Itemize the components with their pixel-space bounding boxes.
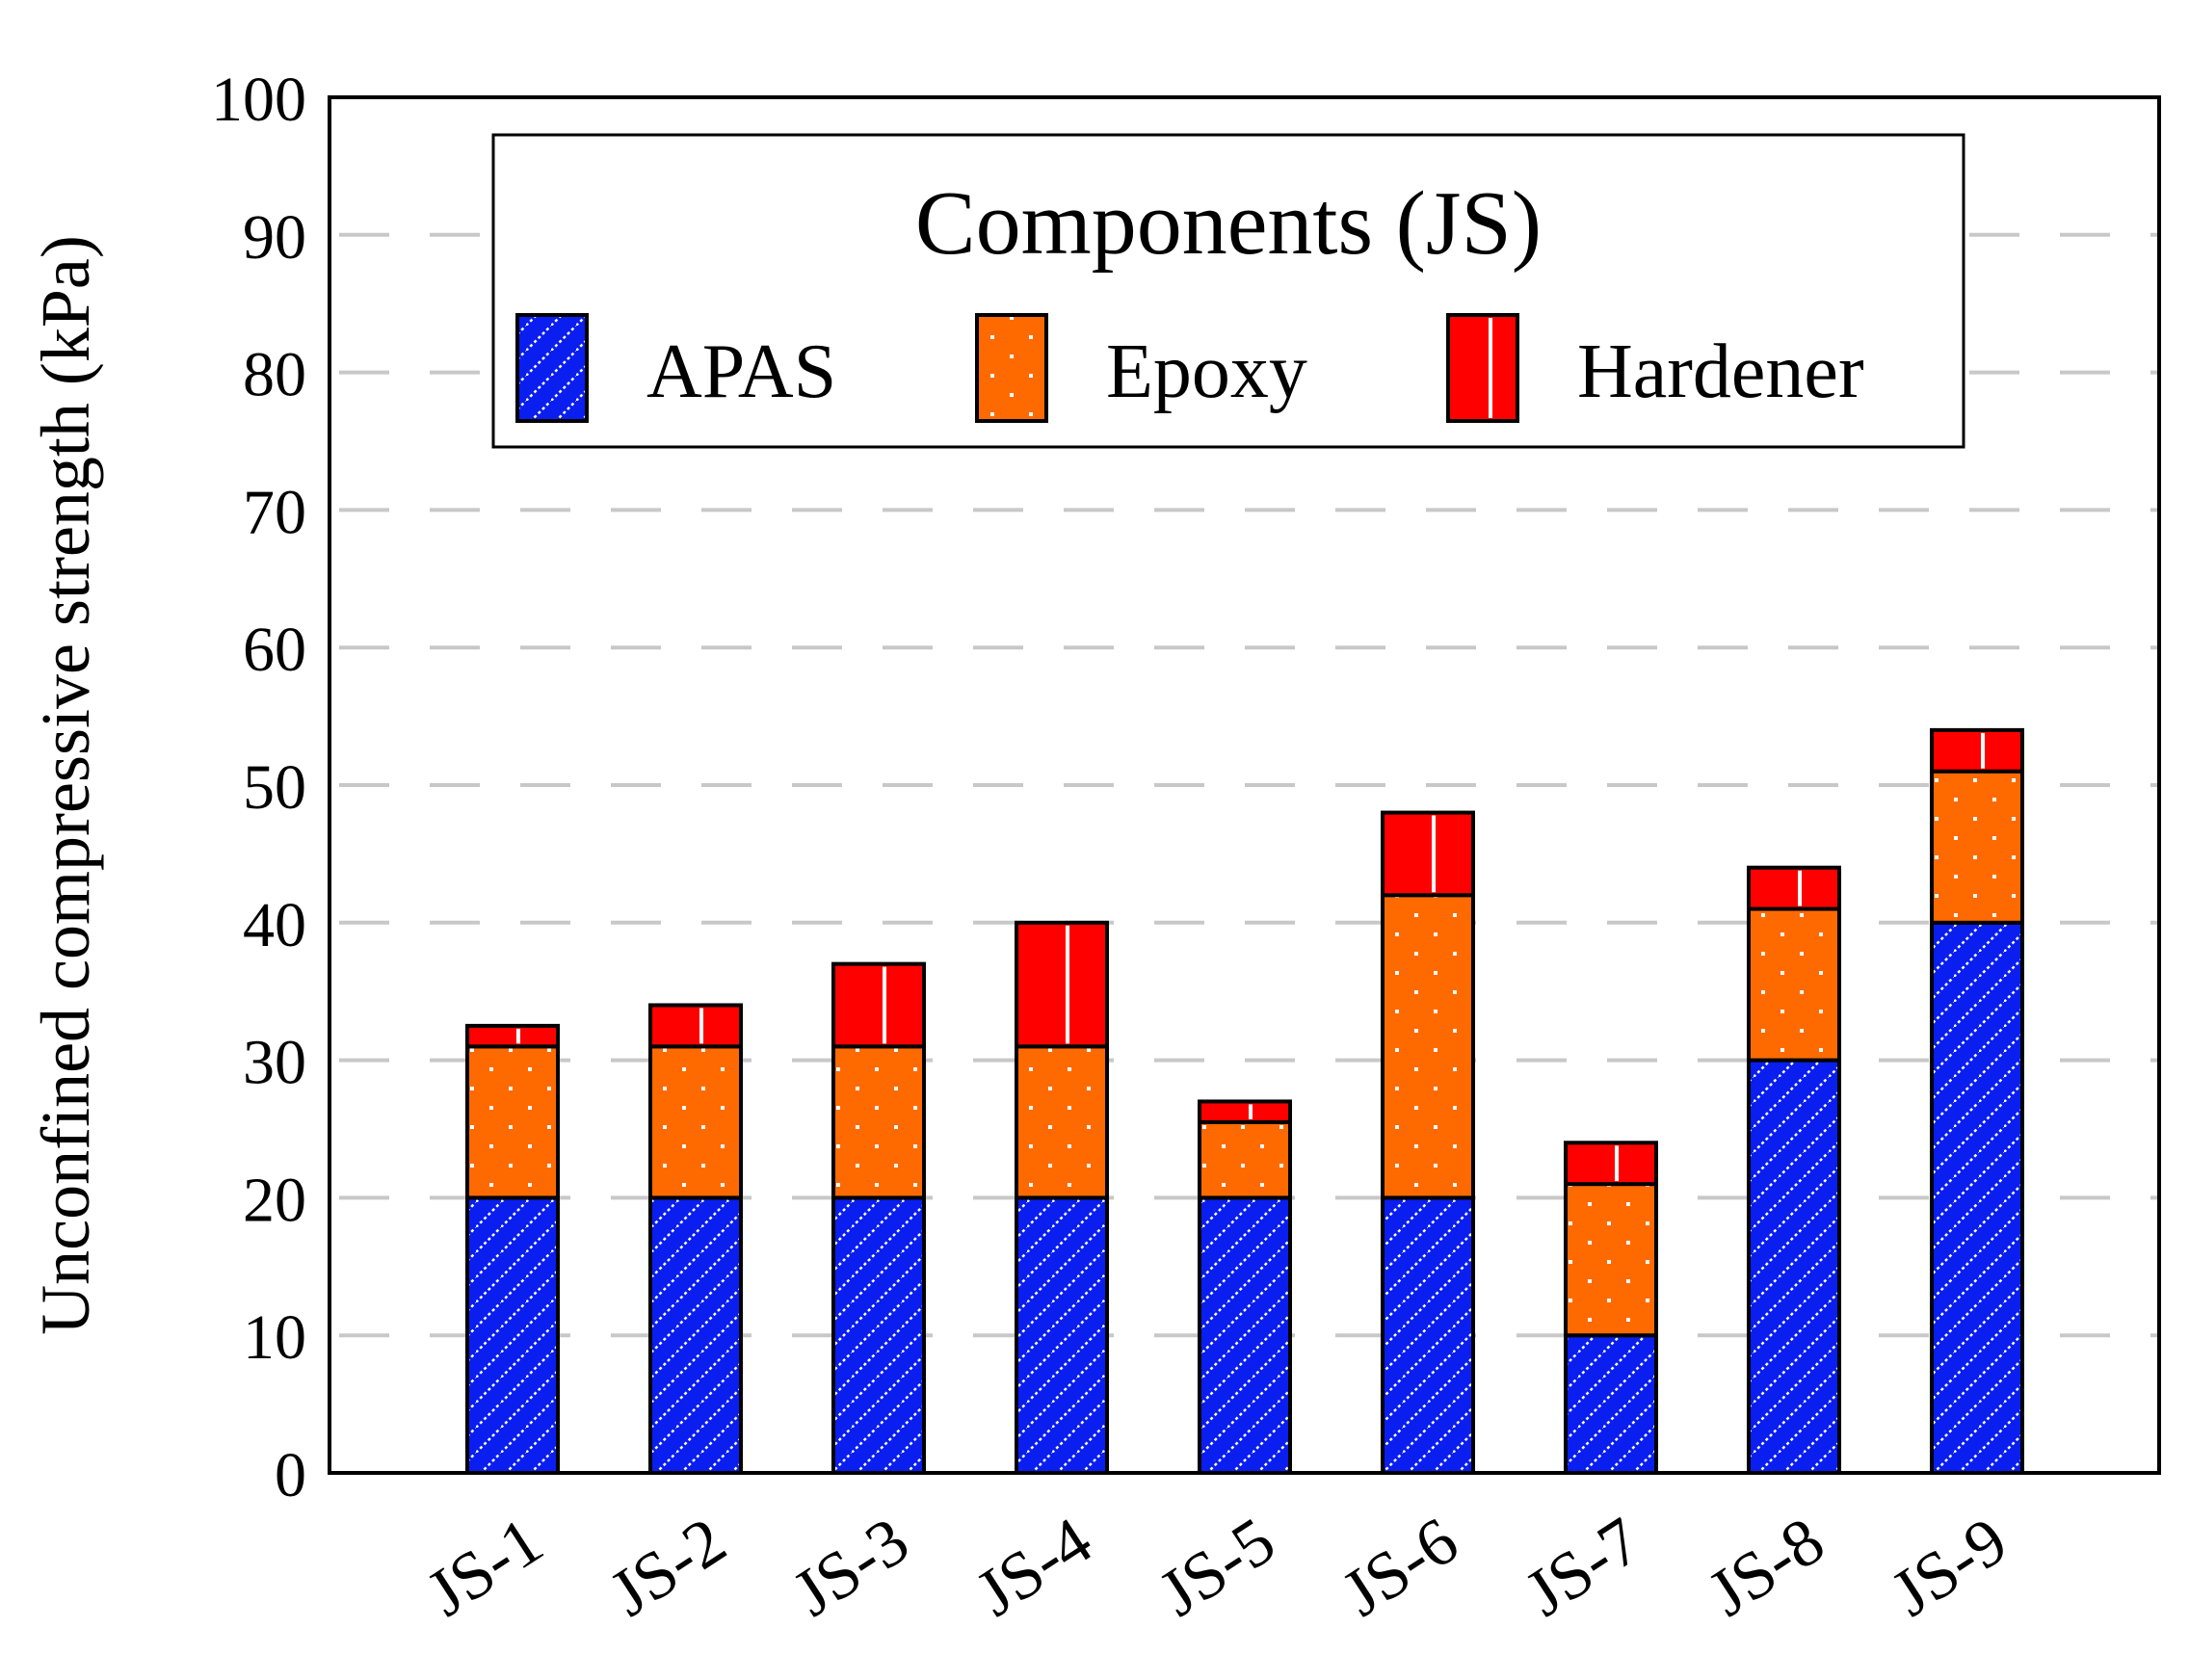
- x-tick-label-js-9: JS-9: [1879, 1504, 2019, 1631]
- bar-js-2-epoxy: [648, 1044, 743, 1200]
- legend-swatch-hardener: [1446, 313, 1519, 423]
- x-tick-label-js-2: JS-2: [597, 1504, 738, 1631]
- bar-stack-js-4: [1015, 920, 1109, 1476]
- legend-swatch-apas: [515, 313, 589, 423]
- bar-js-7-hardener: [1564, 1141, 1658, 1187]
- bar-js-4-apas: [1015, 1195, 1109, 1476]
- bar-js-1-epoxy: [465, 1044, 560, 1200]
- bar-js-9-apas: [1930, 920, 2024, 1475]
- bar-js-9-epoxy: [1930, 769, 2024, 925]
- bar-js-4-epoxy: [1015, 1044, 1109, 1200]
- x-tick-label-js-7: JS-7: [1513, 1504, 1653, 1631]
- y-tick-label: 0: [275, 1440, 306, 1510]
- y-tick-label: 40: [243, 890, 306, 960]
- bar-js-8-epoxy: [1747, 906, 1841, 1063]
- bar-js-2-apas: [648, 1195, 743, 1476]
- bar-js-1-hardener: [465, 1023, 560, 1049]
- bar-js-6-apas: [1381, 1195, 1475, 1476]
- bar-js-5-apas: [1198, 1195, 1292, 1476]
- bar-js-8-apas: [1747, 1058, 1841, 1475]
- bar-js-3-epoxy: [831, 1044, 926, 1200]
- legend-label-apas: APAS: [646, 329, 836, 414]
- bar-stack-js-1: [465, 1023, 560, 1476]
- bar-stack-js-6: [1381, 810, 1475, 1476]
- legend-item-epoxy: Epoxy: [975, 313, 1307, 423]
- y-tick-label: 10: [243, 1302, 306, 1373]
- legend: Components (JS) APAS Epoxy Hardener: [491, 133, 1965, 449]
- legend-item-hardener: Hardener: [1446, 313, 1864, 423]
- plot-area-frame: [328, 95, 2161, 1475]
- legend-item-apas: APAS: [515, 313, 836, 423]
- x-tick-label-js-3: JS-3: [780, 1504, 921, 1631]
- x-tick-label-js-8: JS-8: [1696, 1504, 1836, 1631]
- y-tick-label: 90: [243, 202, 306, 273]
- legend-title: Components (JS): [915, 173, 1542, 274]
- x-tick-label-js-6: JS-6: [1330, 1504, 1470, 1631]
- legend-label-hardener: Hardener: [1577, 329, 1864, 414]
- bar-js-5-hardener: [1198, 1099, 1292, 1124]
- y-tick-label: 20: [243, 1165, 306, 1235]
- bars: [465, 727, 2024, 1476]
- y-tick-label: 30: [243, 1028, 306, 1098]
- y-axis-title: Unconfined compressive strength (kPa): [27, 235, 104, 1335]
- bar-stack-js-9: [1930, 727, 2024, 1475]
- bar-js-7-apas: [1564, 1333, 1658, 1475]
- legend-label-epoxy: Epoxy: [1106, 329, 1307, 414]
- bar-js-7-epoxy: [1564, 1182, 1658, 1338]
- y-tick-label: 50: [243, 752, 306, 823]
- bar-js-3-apas: [831, 1195, 926, 1476]
- bar-js-1-apas: [465, 1195, 560, 1476]
- legend-box: [491, 133, 1965, 449]
- bar-stack-js-8: [1747, 865, 1841, 1475]
- legend-swatch-epoxy: [975, 313, 1048, 423]
- bar-stack-js-7: [1564, 1141, 1658, 1475]
- bar-js-6-hardener: [1381, 810, 1475, 898]
- bar-js-9-hardener: [1930, 727, 2024, 774]
- bar-stack-js-2: [648, 1003, 743, 1476]
- x-axis-category-labels: JS-1 JS-2 JS-3 JS-4 JS-5 JS-6 JS-7 JS-8 JS-9: [414, 1504, 2019, 1631]
- x-tick-label-js-4: JS-4: [963, 1504, 1104, 1631]
- bar-js-4-hardener: [1015, 920, 1109, 1049]
- bar-js-6-epoxy: [1381, 893, 1475, 1200]
- bar-stack-js-3: [831, 961, 926, 1476]
- x-tick-label-js-1: JS-1: [414, 1504, 555, 1631]
- bar-js-8-hardener: [1747, 865, 1841, 911]
- y-tick-label: 100: [211, 65, 306, 135]
- x-tick-label-js-5: JS-5: [1147, 1504, 1287, 1631]
- y-tick-label: 70: [243, 477, 306, 547]
- bar-js-3-hardener: [831, 961, 926, 1049]
- bar-js-5-epoxy: [1198, 1119, 1292, 1200]
- bar-js-2-hardener: [648, 1003, 743, 1049]
- bar-stack-js-5: [1198, 1099, 1292, 1476]
- y-tick-label: 60: [243, 615, 306, 685]
- y-axis-tick-labels: 0 10 20 30 40 50 60 70 80 90 100: [211, 65, 306, 1510]
- y-tick-label: 80: [243, 340, 306, 410]
